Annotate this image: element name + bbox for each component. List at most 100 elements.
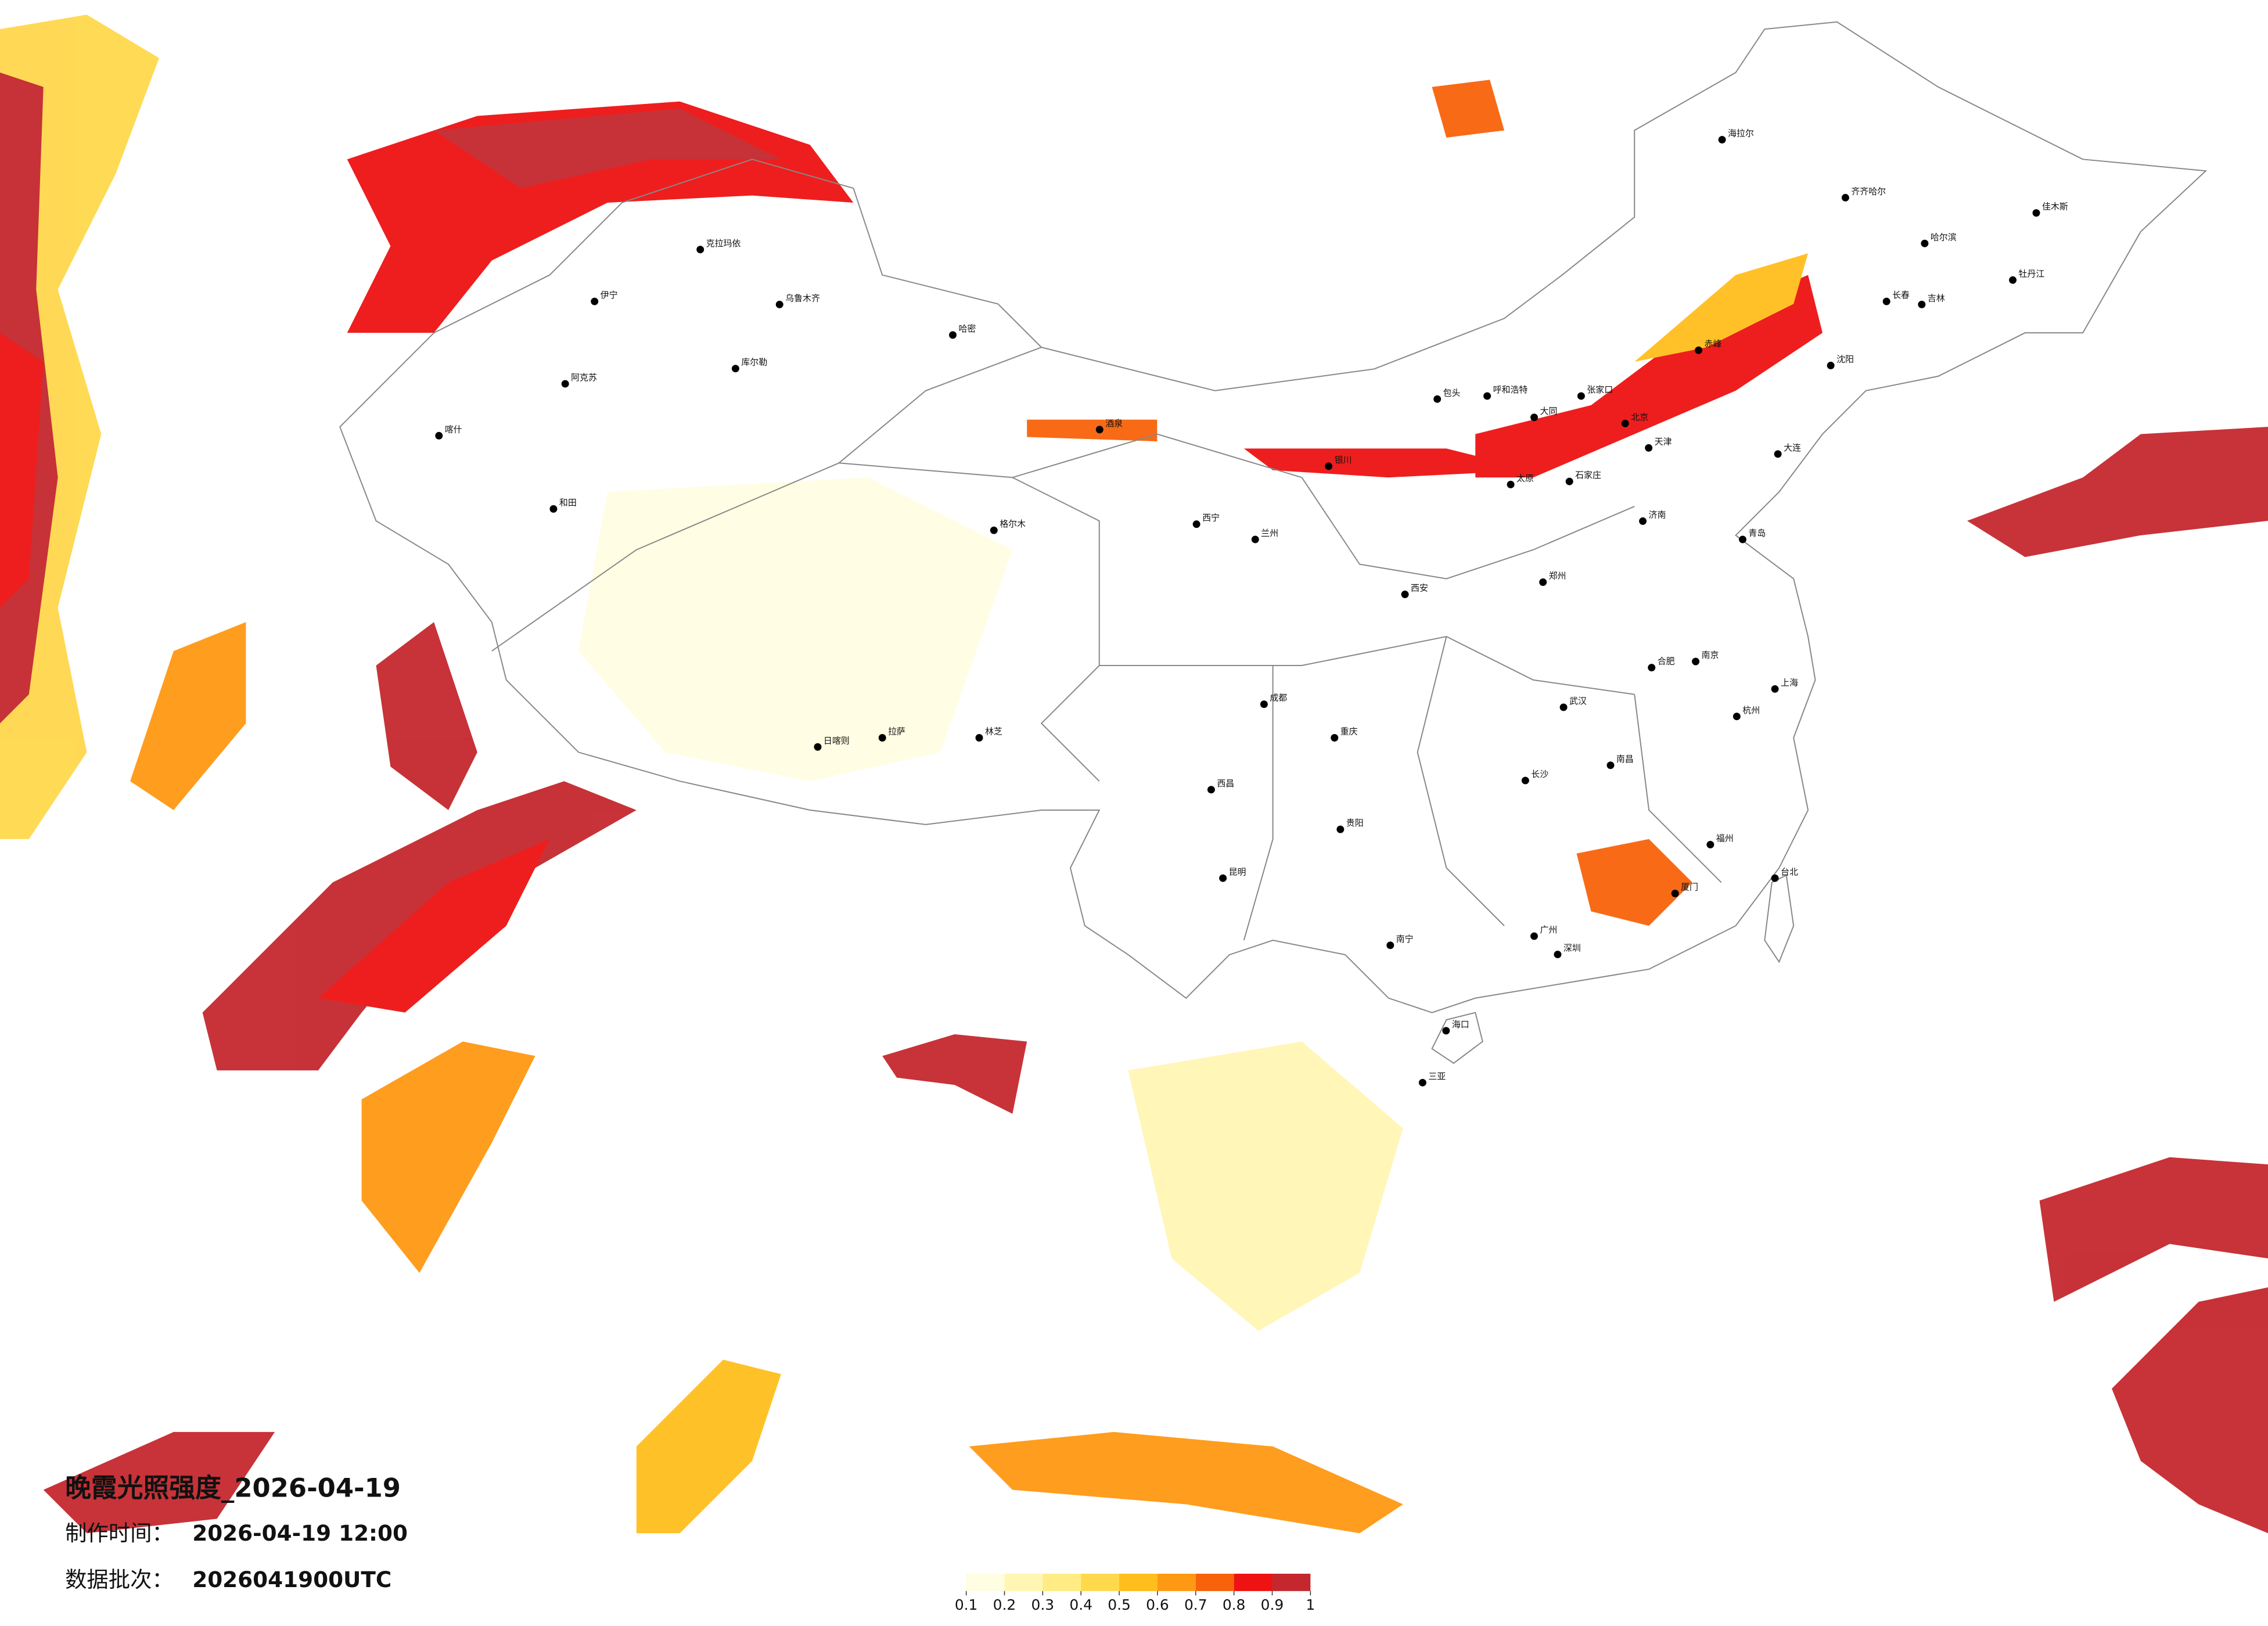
city-dot — [1507, 480, 1515, 488]
city-label: 海口 — [1452, 1019, 1469, 1030]
colorbar-tick-label: 0.4 — [1069, 1596, 1092, 1613]
colorbar-tick-label: 0.6 — [1146, 1596, 1169, 1613]
city-dot — [1192, 520, 1201, 528]
city-dot — [775, 300, 783, 308]
map-title: 晚霞光照强度_2026-04-19 — [65, 1473, 401, 1503]
city-label: 拉萨 — [888, 726, 905, 737]
city-dot — [1260, 700, 1268, 708]
city-dot — [949, 331, 957, 339]
city-label: 杭州 — [1742, 705, 1760, 715]
city-label: 兰州 — [1261, 528, 1278, 538]
city-dot — [1336, 825, 1345, 833]
city-label: 贵阳 — [1346, 818, 1364, 828]
city-label: 伊宁 — [601, 290, 618, 300]
city-label: 太原 — [1516, 473, 1534, 483]
city-dot — [1733, 713, 1741, 721]
glow-area — [1027, 419, 1158, 441]
city-label: 郑州 — [1549, 571, 1566, 581]
colorbar-segment — [1195, 1573, 1234, 1591]
city-dot — [1738, 535, 1746, 544]
glow-area — [636, 1359, 781, 1534]
city-label: 林芝 — [985, 726, 1002, 737]
city-dot — [1095, 426, 1104, 434]
glow-area — [2039, 1157, 2268, 1302]
colorbar-tick-label: 0.1 — [955, 1596, 978, 1613]
city-dot — [1530, 413, 1538, 422]
city-dot — [1921, 239, 1929, 247]
city-dot — [1671, 890, 1679, 897]
city-label: 齐齐哈尔 — [1851, 186, 1886, 196]
city-label: 乌鲁木齐 — [785, 293, 820, 303]
city-label: 台北 — [1781, 866, 1798, 877]
colorbar-segment — [966, 1573, 1005, 1591]
city-dot — [1219, 874, 1227, 882]
glow-area — [969, 1431, 1403, 1534]
city-label: 和田 — [559, 497, 577, 508]
info-value: 2026041900UTC — [192, 1567, 391, 1592]
city-label: 成都 — [1270, 693, 1287, 703]
city-dot — [1386, 941, 1394, 949]
colorbar-segment — [1043, 1573, 1081, 1591]
city-label: 三亚 — [1428, 1071, 1446, 1081]
city-dot — [1559, 703, 1568, 711]
city-dot — [1706, 840, 1715, 848]
city-dot — [1771, 685, 1779, 693]
glow-area — [318, 839, 550, 1013]
city-label: 赤峰 — [1705, 339, 1722, 349]
colorbar-tick-label: 0.7 — [1184, 1596, 1207, 1613]
city-dot — [1771, 874, 1779, 882]
city-label: 银川 — [1335, 455, 1352, 465]
colorbar-segment — [1157, 1573, 1196, 1591]
city-dot — [549, 505, 558, 513]
city-label: 格尔木 — [1000, 519, 1026, 529]
city-dot — [1718, 136, 1726, 144]
glow-area — [376, 622, 477, 811]
glow-area — [130, 622, 246, 811]
island-border — [1764, 874, 1795, 963]
city-dot — [1554, 951, 1562, 959]
city-label: 昆明 — [1229, 866, 1246, 877]
city-dot — [1692, 657, 1700, 665]
city-label: 青岛 — [1748, 528, 1766, 538]
city-label: 酒泉 — [1105, 418, 1123, 429]
city-dot — [1325, 462, 1333, 470]
city-label: 库尔勒 — [741, 357, 767, 368]
city-dot — [1401, 591, 1409, 598]
city-label: 哈尔滨 — [1931, 232, 1957, 242]
city-label: 克拉玛依 — [706, 238, 741, 249]
info-value: 2026-04-19 12:00 — [192, 1520, 408, 1546]
colorbar: 0.1 0.2 0.3 0.4 0.5 0.6 0.7 0.8 0.9 1 — [955, 1573, 1315, 1613]
city-dot — [1442, 1027, 1450, 1035]
colorbar-segment — [1004, 1573, 1043, 1591]
glow-area — [1634, 253, 1809, 362]
city-label: 西安 — [1411, 583, 1428, 593]
city-label: 张家口 — [1587, 384, 1613, 395]
city-dot — [1882, 297, 1890, 305]
city-dot — [591, 297, 599, 305]
city-label: 日喀则 — [824, 735, 850, 746]
city-label: 大同 — [1540, 406, 1557, 416]
glow-area — [2112, 1287, 2268, 1534]
city-dot — [1418, 1078, 1426, 1087]
colorbar-segment — [1234, 1573, 1273, 1591]
country-border — [339, 21, 2208, 1013]
colorbar-tick-label: 0.9 — [1261, 1596, 1284, 1613]
city-dot — [990, 526, 998, 534]
glow-area — [434, 109, 781, 189]
glow-field — [0, 15, 2268, 1534]
info-label: 制作时间： — [65, 1520, 174, 1546]
city-dot — [1639, 517, 1647, 525]
city-dot — [1207, 786, 1215, 794]
glow-area — [1432, 80, 1505, 138]
city-label: 西昌 — [1217, 778, 1234, 789]
colorbar-tick-label: 0.3 — [1031, 1596, 1055, 1613]
city-label: 济南 — [1649, 509, 1666, 520]
glow-area — [578, 477, 1013, 782]
city-dot — [731, 365, 739, 373]
colorbar-segment — [1119, 1573, 1158, 1591]
province-border — [491, 347, 1722, 941]
island-border — [1431, 1012, 1483, 1064]
city-label: 吉林 — [1928, 293, 1945, 303]
